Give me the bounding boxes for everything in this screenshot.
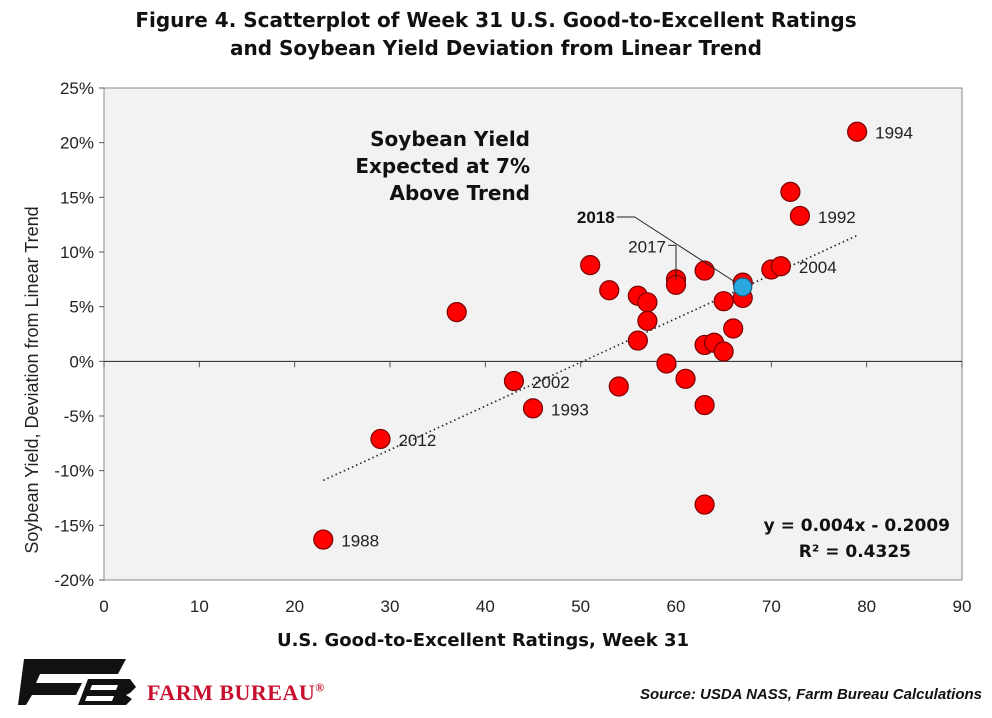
point-label-1993: 1993 xyxy=(551,400,589,419)
y-tick-label: -20% xyxy=(54,571,94,590)
y-tick-label: 25% xyxy=(60,79,94,98)
y-tick-label: 20% xyxy=(60,134,94,153)
data-point xyxy=(675,368,696,389)
x-tick-label: 70 xyxy=(762,597,781,616)
brand-mark: ® xyxy=(315,680,325,695)
y-tick-label: 15% xyxy=(60,188,94,207)
data-point xyxy=(637,292,658,313)
data-point xyxy=(770,256,791,277)
x-tick-label: 10 xyxy=(190,597,209,616)
x-tick-label: 20 xyxy=(285,597,304,616)
x-tick-label: 80 xyxy=(857,597,876,616)
data-point xyxy=(637,310,658,331)
x-tick-label: 90 xyxy=(953,597,972,616)
r-squared: R² = 0.4325 xyxy=(799,542,911,562)
y-tick-label: 0% xyxy=(69,352,94,371)
data-point xyxy=(694,494,715,515)
annotation-line: Above Trend xyxy=(389,181,530,205)
data-point xyxy=(694,260,715,281)
trend-line xyxy=(322,234,858,482)
point-label-2002: 2002 xyxy=(532,373,570,392)
source-note: Source: USDA NASS, Farm Bureau Calculati… xyxy=(639,686,982,703)
data-point xyxy=(713,291,734,312)
data-point xyxy=(789,205,811,227)
chart-title: Figure 4. Scatterplot of Week 31 U.S. Go… xyxy=(0,6,992,62)
brand-name: FARM BUREAU® xyxy=(147,680,325,706)
x-tick-label: 30 xyxy=(381,597,400,616)
data-point xyxy=(847,121,868,142)
trend-equation: y = 0.004x - 0.2009 xyxy=(764,516,950,536)
annotation-line: Expected at 7% xyxy=(355,154,530,178)
data-point xyxy=(656,353,677,374)
point-label-2018: 2018 xyxy=(577,208,615,227)
brand-name-text: FARM BUREAU xyxy=(147,680,316,705)
x-tick-label: 50 xyxy=(571,597,590,616)
y-tick-label: -15% xyxy=(54,516,94,535)
chart-title-line-1: Figure 4. Scatterplot of Week 31 U.S. Go… xyxy=(135,8,857,32)
point-label-1992: 1992 xyxy=(818,208,856,227)
y-tick-label: -5% xyxy=(64,407,94,426)
annotation-line: Soybean Yield xyxy=(370,127,530,151)
data-point xyxy=(780,181,801,202)
data-point xyxy=(627,330,648,351)
x-tick-label: 0 xyxy=(99,597,108,616)
point-label-1994: 1994 xyxy=(875,124,913,143)
point-label-2017: 2017 xyxy=(628,237,666,256)
data-point xyxy=(599,280,620,301)
y-tick-label: -10% xyxy=(54,462,94,481)
data-point xyxy=(313,529,334,550)
highlight-point-2018 xyxy=(733,277,753,297)
x-tick-label: 40 xyxy=(476,597,495,616)
data-point xyxy=(580,255,601,276)
y-tick-label: 5% xyxy=(69,298,94,317)
x-axis-title: U.S. Good-to-Excellent Ratings, Week 31 xyxy=(277,630,689,651)
farm-bureau-logo-icon xyxy=(18,659,136,705)
data-point xyxy=(446,302,467,323)
chart-title-line-2: and Soybean Yield Deviation from Linear … xyxy=(230,36,762,60)
plot-area xyxy=(103,87,963,581)
x-tick-label: 60 xyxy=(667,597,686,616)
data-point xyxy=(694,394,715,416)
data-point xyxy=(503,370,525,392)
point-label-1988: 1988 xyxy=(341,532,379,551)
point-label-2004: 2004 xyxy=(799,258,837,277)
data-point xyxy=(713,341,734,362)
leader-line-2018 xyxy=(616,216,744,288)
data-point xyxy=(608,376,629,397)
data-point xyxy=(370,428,391,450)
data-point xyxy=(522,398,544,419)
y-axis-title: Soybean Yield, Deviation from Linear Tre… xyxy=(22,206,42,553)
data-point xyxy=(723,318,744,339)
y-tick-label: 10% xyxy=(60,243,94,262)
point-label-2012: 2012 xyxy=(398,431,436,450)
